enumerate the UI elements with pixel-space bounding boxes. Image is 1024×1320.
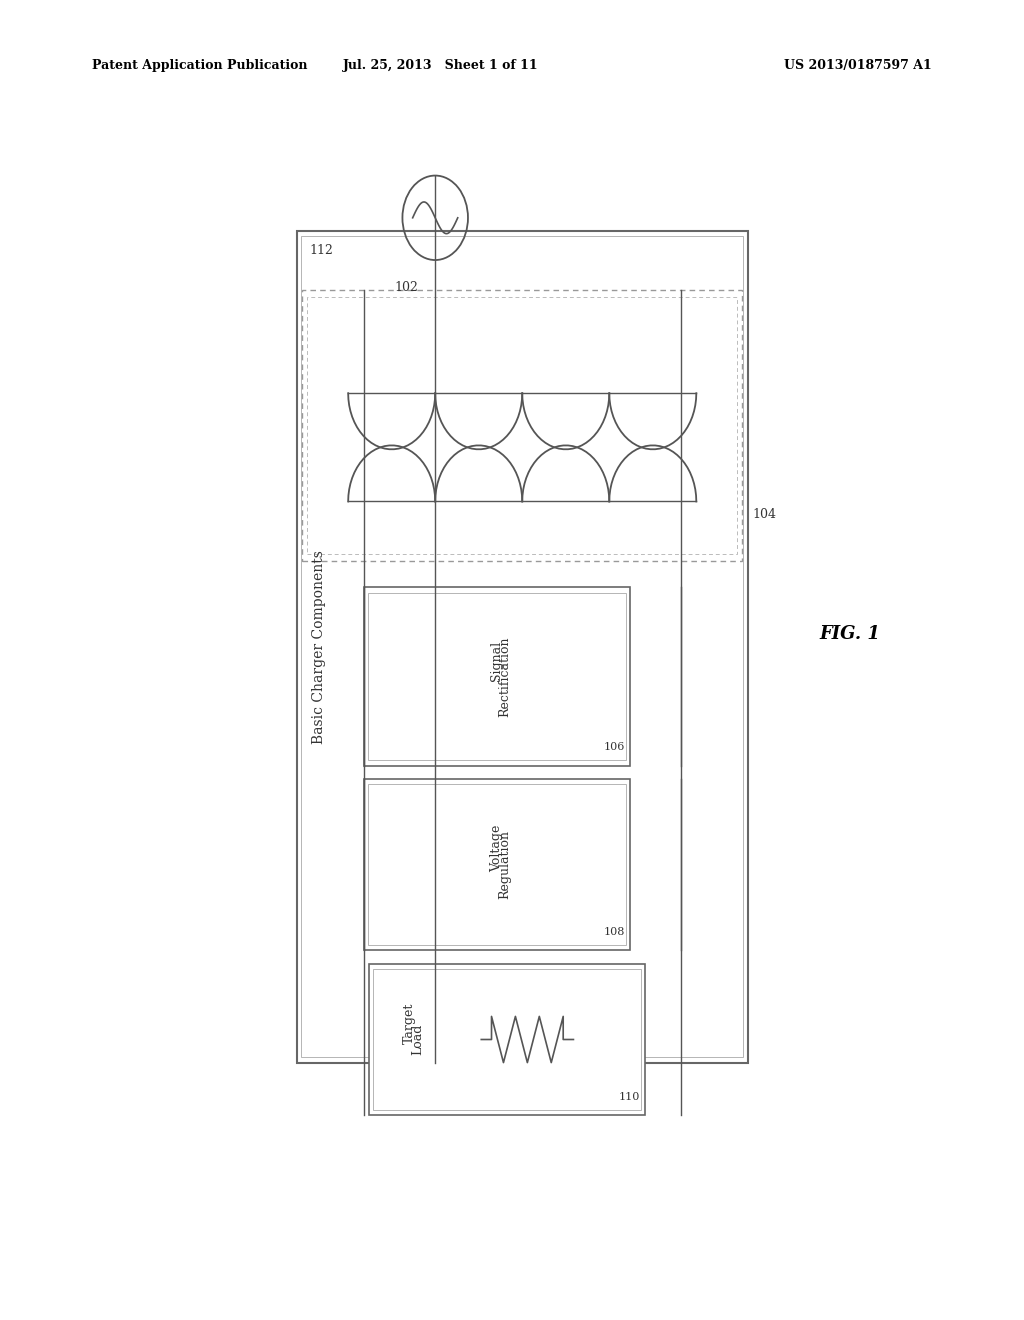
Bar <box>368 593 626 760</box>
Text: Regulation: Regulation <box>499 830 511 899</box>
Bar <box>369 964 645 1115</box>
Text: FIG. 1: FIG. 1 <box>819 624 881 643</box>
Text: Basic Charger Components: Basic Charger Components <box>312 550 327 743</box>
Bar <box>364 587 630 766</box>
Text: 106: 106 <box>603 742 625 752</box>
Text: US 2013/0187597 A1: US 2013/0187597 A1 <box>784 59 932 73</box>
Bar <box>364 779 630 950</box>
Text: Target: Target <box>403 1003 416 1044</box>
Bar <box>302 290 742 561</box>
Text: Load: Load <box>412 1024 424 1055</box>
Text: Rectification: Rectification <box>499 636 511 717</box>
Text: 112: 112 <box>309 244 333 257</box>
Bar <box>297 231 748 1063</box>
Text: Jul. 25, 2013   Sheet 1 of 11: Jul. 25, 2013 Sheet 1 of 11 <box>342 59 539 73</box>
Text: Patent Application Publication: Patent Application Publication <box>92 59 307 73</box>
Bar <box>301 236 743 1057</box>
Text: Signal: Signal <box>490 640 503 681</box>
Text: Voltage: Voltage <box>490 825 503 873</box>
Bar <box>368 784 626 945</box>
Text: 102: 102 <box>394 281 418 294</box>
Text: 110: 110 <box>618 1092 640 1102</box>
Text: 108: 108 <box>603 927 625 937</box>
Bar <box>307 297 737 554</box>
Bar <box>373 969 641 1110</box>
Text: 104: 104 <box>753 508 776 521</box>
